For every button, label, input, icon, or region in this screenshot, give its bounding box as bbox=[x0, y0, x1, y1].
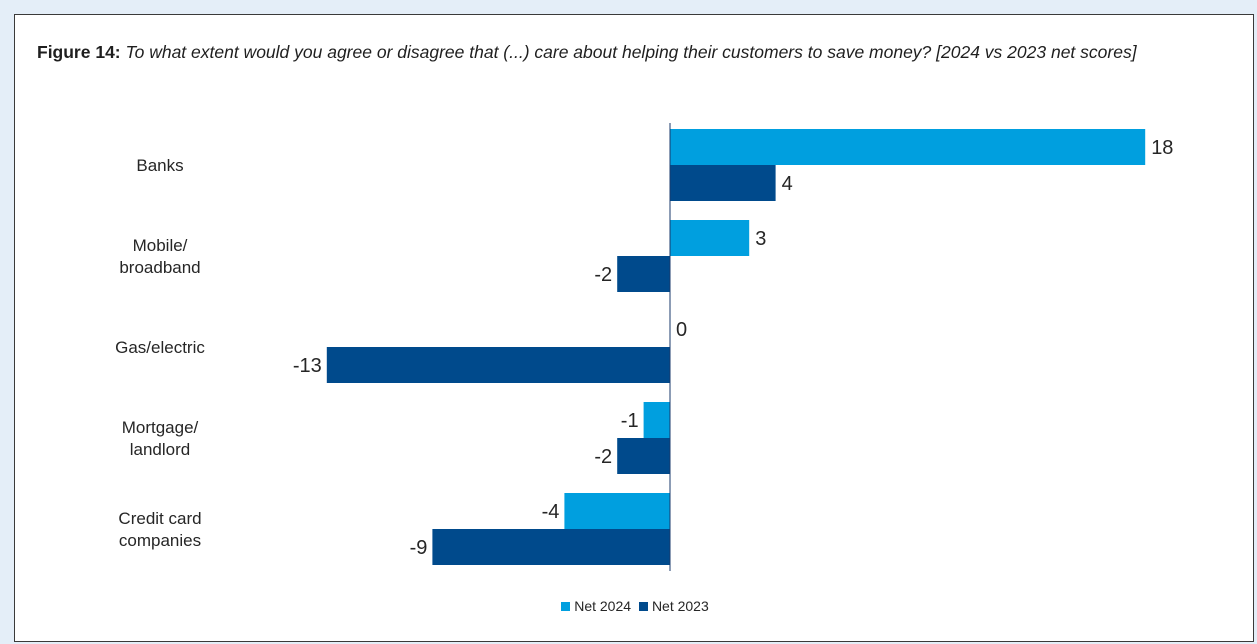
category-label-banks: Banks bbox=[136, 156, 183, 175]
data-label-credit-card-companies-net-2023: -9 bbox=[410, 537, 428, 559]
data-label-mortgage-landlord-net-2023: -2 bbox=[594, 446, 612, 468]
data-label-credit-card-companies-net-2024: -4 bbox=[542, 501, 560, 523]
data-label-mobile-broadband-net-2024: 3 bbox=[755, 228, 766, 250]
figure-caption: Figure 14: To what extent would you agre… bbox=[37, 38, 1237, 67]
data-label-gas-electric-net-2023: -13 bbox=[293, 355, 322, 377]
figure-number: Figure 14: bbox=[37, 42, 121, 62]
bar-banks-net-2024 bbox=[670, 129, 1146, 165]
bar-mobile-broadband-net-2024 bbox=[670, 220, 750, 256]
data-label-banks-net-2024: 18 bbox=[1151, 137, 1173, 159]
legend-swatch-net-2024 bbox=[561, 602, 571, 611]
bar-chart: Banks 18 4 Mobile/broadband 3 -2 Gas/electric 0… bbox=[115, 123, 1173, 571]
legend-item-net-2023: Net 2023 bbox=[638, 598, 709, 614]
bar-mobile-broadband-net-2023 bbox=[617, 256, 670, 292]
legend-label-net-2023: Net 2023 bbox=[651, 598, 709, 614]
data-label-mortgage-landlord-net-2024: -1 bbox=[621, 410, 639, 432]
chart-legend: Net 2024 Net 2023 bbox=[15, 598, 1255, 614]
figure-title: To what extent would you agree or disagr… bbox=[125, 42, 1137, 62]
data-label-mobile-broadband-net-2023: -2 bbox=[594, 264, 612, 286]
category-label-mobile-broadband: Mobile/broadband bbox=[119, 236, 200, 277]
legend-label-net-2024: Net 2024 bbox=[574, 598, 632, 614]
legend-item-net-2024: Net 2024 bbox=[561, 598, 631, 614]
bar-banks-net-2023 bbox=[670, 165, 776, 201]
category-label-credit-card-companies: Credit card companies bbox=[118, 509, 201, 550]
category-label-mortgage-landlord: Mortgage/landlord bbox=[122, 418, 199, 459]
category-label-gas-electric: Gas/electric bbox=[115, 338, 205, 357]
data-label-gas-electric-net-2024: 0 bbox=[676, 319, 687, 341]
figure-panel: Figure 14: To what extent would you agre… bbox=[14, 14, 1254, 642]
bar-credit-card-companies-net-2024 bbox=[564, 493, 670, 529]
bar-mortgage-landlord-net-2023 bbox=[617, 438, 670, 474]
legend-swatch-net-2023 bbox=[638, 602, 648, 611]
bar-mortgage-landlord-net-2024 bbox=[643, 402, 670, 438]
bar-gas-electric-net-2023 bbox=[326, 347, 670, 383]
data-label-banks-net-2023: 4 bbox=[782, 173, 793, 195]
bar-credit-card-companies-net-2023 bbox=[432, 529, 670, 565]
